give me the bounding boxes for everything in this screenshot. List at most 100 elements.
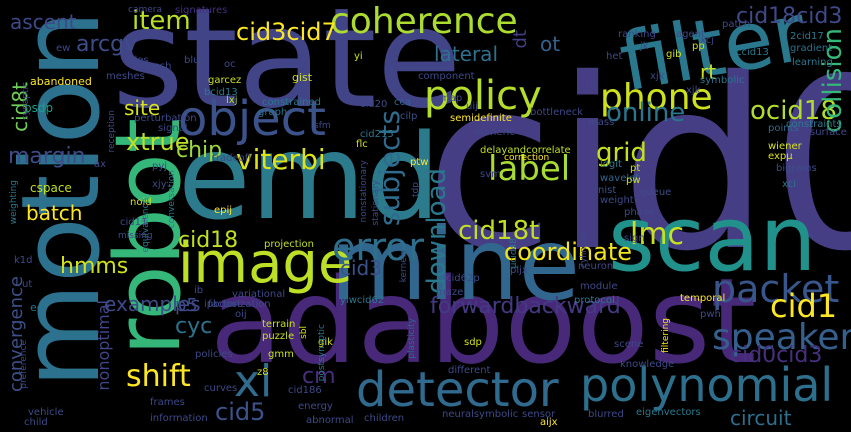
- word: frames: [150, 397, 185, 408]
- word: bcid13: [204, 87, 238, 98]
- word: expµ: [768, 151, 793, 162]
- word: oij: [235, 309, 247, 320]
- word: coherence: [330, 1, 518, 42]
- word: cca: [394, 97, 412, 108]
- word: hmms: [60, 254, 129, 279]
- word: logit: [600, 159, 622, 170]
- word: policy: [424, 73, 542, 119]
- word: ccid13: [736, 47, 769, 58]
- word: image: [178, 231, 353, 296]
- word: vehicle: [28, 407, 64, 418]
- word: object: [178, 91, 326, 147]
- word: pt: [630, 163, 641, 174]
- word: blurred: [588, 409, 624, 420]
- word: margin: [8, 144, 86, 169]
- word: variational: [232, 289, 286, 300]
- word: phase: [624, 207, 655, 218]
- word: coordinate: [504, 238, 633, 266]
- word: xtrue: [126, 128, 190, 156]
- word: neuralsymbolic: [442, 409, 519, 420]
- word: h: [590, 81, 597, 92]
- word: cid20: [360, 99, 388, 110]
- word: xjk: [686, 85, 701, 96]
- word: curves: [204, 383, 238, 394]
- word: weight: [600, 195, 634, 206]
- word: camera: [128, 5, 162, 15]
- word: mass: [588, 117, 615, 128]
- word: sfm: [314, 121, 331, 131]
- word: cm: [302, 364, 336, 389]
- word: gist: [292, 71, 313, 84]
- word: correction: [504, 153, 550, 163]
- word: bottleneck: [530, 107, 584, 118]
- word: abnormal: [306, 415, 354, 426]
- word: xci: [782, 179, 797, 190]
- word: ax: [94, 159, 107, 170]
- word: cid215: [360, 129, 394, 140]
- word: constraints: [786, 119, 842, 130]
- word: wiener: [768, 141, 802, 152]
- word: gik: [318, 337, 333, 348]
- word: viterbi: [236, 143, 326, 176]
- word: dt: [510, 30, 531, 49]
- word: ranking: [618, 29, 656, 40]
- word: cid18t: [458, 216, 540, 246]
- word: sbl: [299, 326, 309, 339]
- word: weighting: [9, 180, 19, 225]
- word: lxj: [226, 95, 238, 106]
- word: µcid48: [509, 238, 519, 269]
- word: yi: [354, 51, 363, 62]
- word: oc: [224, 59, 236, 70]
- word: information: [150, 413, 208, 424]
- word: packet: [712, 267, 840, 311]
- word: site: [124, 96, 161, 120]
- word: aijx: [540, 417, 558, 428]
- word: sensor: [522, 409, 556, 420]
- word: item: [132, 6, 191, 36]
- word: maze: [436, 287, 464, 298]
- word: gmm: [268, 349, 294, 360]
- word: tradeoff: [212, 153, 252, 164]
- word: lmc: [630, 217, 685, 252]
- word: label: [488, 149, 571, 189]
- word: cylinder: [579, 232, 589, 268]
- word: jk: [640, 41, 649, 52]
- word: cid11: [120, 217, 148, 228]
- word: cid18: [178, 228, 239, 253]
- word: meshes: [106, 71, 145, 82]
- word: flc: [356, 139, 368, 150]
- word: sdp: [464, 337, 482, 348]
- word: cid18cid3: [736, 4, 843, 29]
- word: xcj: [700, 35, 715, 46]
- word: cid1: [770, 287, 838, 325]
- word: gib: [666, 49, 682, 60]
- word: emd: [178, 108, 441, 246]
- word: eigenvectors: [636, 407, 701, 418]
- word: ib: [194, 285, 204, 296]
- word: postsynaptic: [317, 324, 327, 382]
- word: ptw: [410, 157, 429, 168]
- word: online: [606, 98, 686, 128]
- word: signal: [158, 123, 188, 134]
- word: z8: [257, 367, 269, 378]
- word: examples: [104, 292, 201, 316]
- word: factorization: [208, 299, 271, 310]
- word: numeric: [474, 127, 515, 138]
- word: detector: [356, 362, 559, 418]
- word: circuit: [730, 406, 792, 430]
- word: xjk: [650, 71, 665, 82]
- word: cspace: [30, 181, 72, 195]
- word: garcez: [208, 75, 242, 86]
- word: module: [580, 281, 618, 292]
- word: xi: [234, 356, 273, 407]
- word: p5: [175, 295, 198, 316]
- word: children: [364, 413, 405, 424]
- word: xjy: [152, 179, 167, 190]
- word: eer: [30, 301, 49, 314]
- word: cid186: [288, 385, 322, 396]
- word: bigrams: [776, 163, 817, 174]
- word: map: [440, 93, 463, 104]
- word: conversation: [167, 170, 177, 229]
- word: surface: [810, 127, 847, 138]
